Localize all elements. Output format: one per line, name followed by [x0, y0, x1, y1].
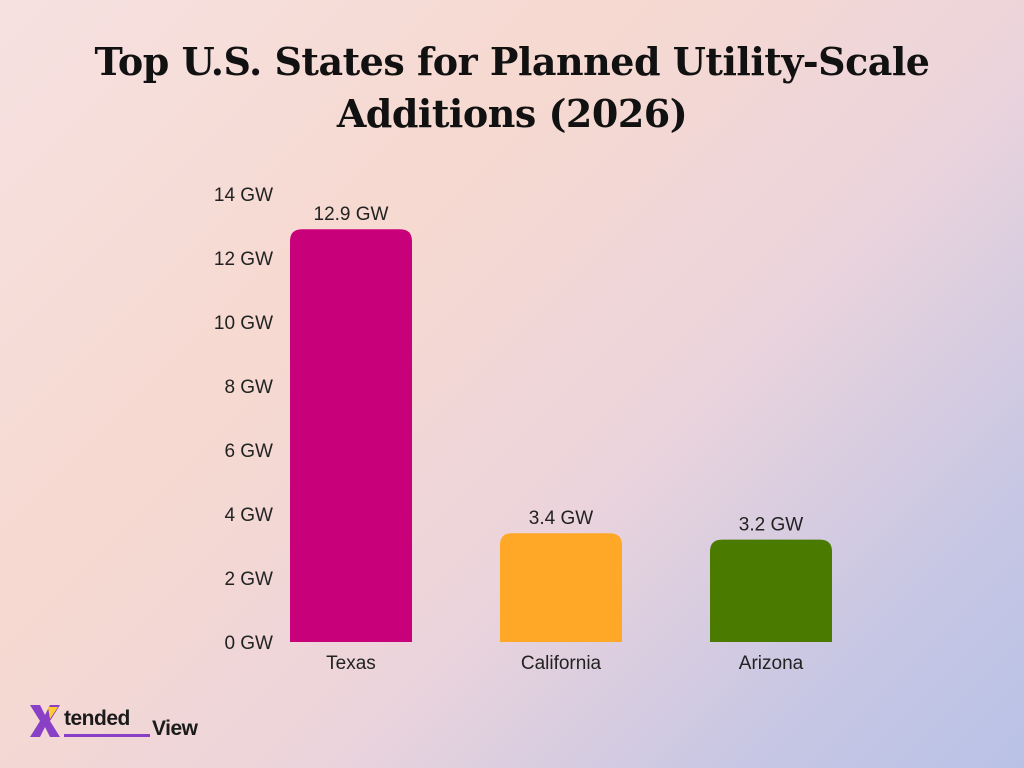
x-tick-label-california: California	[521, 653, 602, 674]
y-tick-label: 0 GW	[224, 633, 273, 654]
logo-text-part1: tended	[64, 707, 130, 730]
y-tick-label: 14 GW	[214, 185, 273, 206]
data-label-arizona: 3.2 GW	[739, 515, 803, 536]
y-tick-label: 6 GW	[224, 441, 273, 462]
x-tick-label-texas: Texas	[326, 653, 376, 674]
logo-underline	[64, 734, 150, 737]
y-tick-label: 4 GW	[224, 505, 273, 526]
data-label-california: 3.4 GW	[529, 508, 593, 529]
logo-text-part2: View	[152, 717, 198, 740]
brand-logo: tended View	[28, 703, 228, 743]
y-tick-label: 8 GW	[224, 377, 273, 398]
bars	[290, 229, 832, 642]
chart-title: Top U.S. States for Planned Utility-Scal…	[0, 36, 1024, 140]
x-axis: Texas California Arizona	[326, 653, 803, 674]
data-label-texas: 12.9 GW	[314, 204, 389, 225]
y-tick-label: 10 GW	[214, 313, 273, 334]
y-axis: 0 GW 2 GW 4 GW 6 GW 8 GW 10 GW 12 GW 14 GW	[214, 185, 273, 654]
bar-arizona	[710, 539, 832, 642]
bar-texas	[290, 229, 412, 642]
x-tick-label-arizona: Arizona	[739, 653, 804, 674]
chart-title-line-1: Top U.S. States for Planned Utility-Scal…	[94, 39, 930, 84]
y-tick-label: 2 GW	[224, 569, 273, 590]
y-tick-label: 12 GW	[214, 249, 273, 270]
logo-x-icon	[30, 705, 60, 737]
data-labels: 12.9 GW 3.4 GW 3.2 GW	[314, 204, 804, 535]
chart-title-line-2: Additions (2026)	[336, 91, 688, 136]
bar-california	[500, 533, 622, 642]
